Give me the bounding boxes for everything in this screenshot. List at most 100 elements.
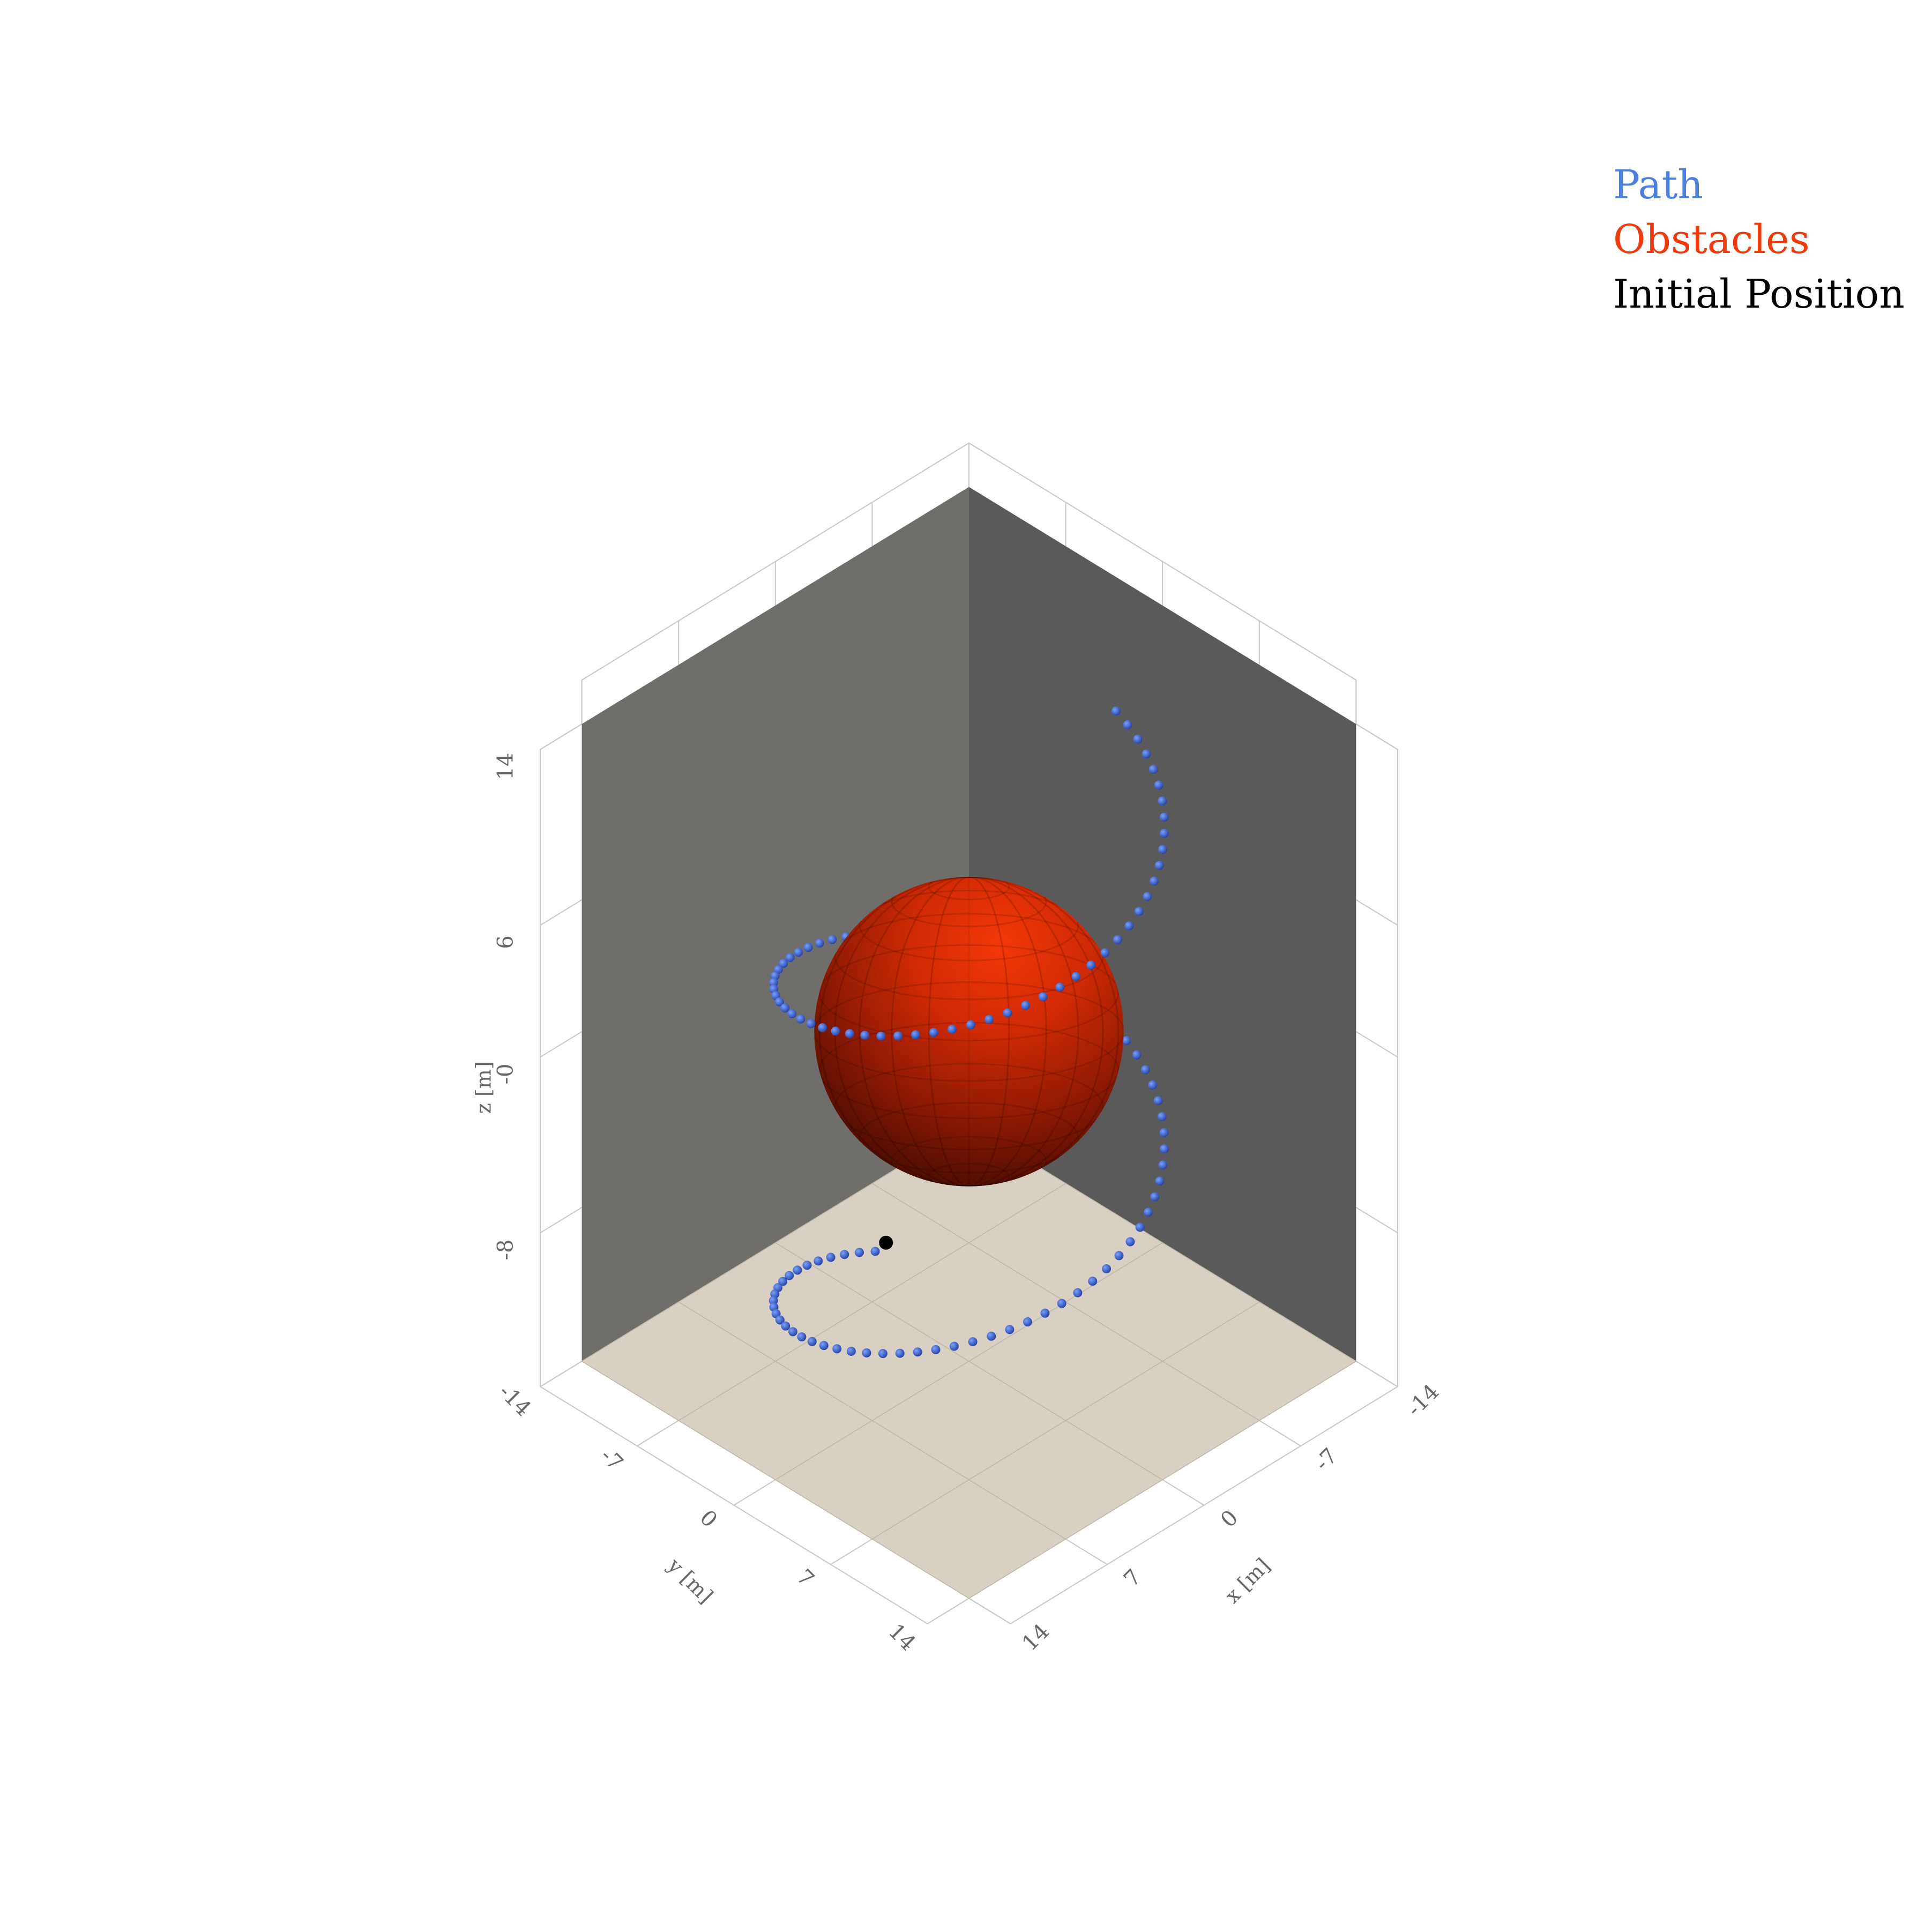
path-marker [1073,1288,1083,1297]
x-axis-title: x [m] [1220,1554,1274,1608]
z-tick-label: -0 [494,1064,518,1085]
y-tick-label: -7 [595,1444,628,1476]
frame-grid-line [733,1479,776,1506]
path-marker [785,953,795,963]
floor-grid-line [871,1301,1260,1540]
path-marker [1135,1222,1145,1232]
sphere-meridian [818,877,1120,1187]
path-marker [862,1348,871,1357]
y-axis-title: y [m] [663,1553,718,1608]
path-markers-front [769,829,1169,1359]
back-grid-lines [540,442,1398,1624]
z-tick-label: -8 [494,1240,518,1260]
frame-grid-line [1259,1420,1301,1446]
path-marker [1021,1001,1031,1010]
path-marker [826,1252,836,1262]
x-tick-label: 7 [1119,1565,1146,1592]
path-marker [807,1337,817,1346]
path-marker [1040,1308,1050,1318]
path-marker [775,1315,785,1325]
path-marker [1155,1176,1165,1186]
path-marker [1088,1277,1098,1286]
path-marker [911,1030,920,1040]
path-marker [1158,1160,1168,1170]
path-marker [1057,1299,1066,1308]
path-marker [1159,1128,1169,1138]
path-marker [814,1256,823,1266]
path-marker [1134,907,1144,916]
path-marker [815,938,824,948]
path-marker [1023,1317,1032,1327]
sphere-meridian [891,877,1047,1187]
path-marker [1005,1325,1015,1334]
path-marker [788,1327,797,1337]
obstacle-sphere-facets [814,877,1124,1187]
path-marker [870,1247,880,1256]
path-marker [1100,948,1110,958]
sphere-latitude [891,877,1047,928]
path-markers-behind [769,706,1169,1306]
path-marker [774,997,784,1006]
path-marker [1150,1192,1160,1202]
y-tick-label: 0 [695,1505,722,1533]
sphere-latitude [928,1163,1010,1187]
path-marker [876,1031,886,1041]
sphere-meridian [859,877,1079,1187]
path-marker [845,1029,854,1039]
frame-grid-line [1355,723,1398,750]
legend-entry[interactable]: Initial Position [1613,271,1905,317]
path-marker [1123,720,1132,729]
y-tick-label: -14 [494,1379,536,1421]
sphere-latitude [928,877,1010,900]
path-marker [793,1265,802,1275]
path-marker [769,978,778,987]
path-marker [1150,876,1159,886]
frame-grid-line [540,1361,583,1388]
path-marker [1160,1144,1169,1154]
path-marker [1143,892,1152,901]
sphere-meridian [891,877,1047,1187]
path-marker [1133,734,1143,744]
frame-grid-line [540,1031,583,1058]
path-marker [968,1337,978,1347]
path-marker [1086,960,1096,970]
y-tick-label: 14 [884,1619,921,1656]
obstacle-sphere-body [814,877,1124,1187]
legend-entry[interactable]: Path [1613,162,1703,208]
z-axis-title: z [m] [472,1061,495,1114]
path-marker [1140,1065,1150,1075]
legend: Path Obstacles Initial Position [1613,162,1905,317]
path-marker [1148,1080,1158,1090]
path-marker [854,1248,864,1257]
path-marker [1055,982,1065,992]
legend-entry[interactable]: Obstacles [1613,217,1810,263]
frame-grid-line [1162,1479,1205,1506]
path-marker [1038,992,1048,1002]
floor-grid-line [775,1242,1163,1480]
path-marker [831,1026,840,1036]
z-tick-label: 14 [494,753,518,780]
x-tick-label: 0 [1216,1505,1243,1533]
sphere-meridian [859,877,1079,1187]
path-marker [819,1341,829,1351]
path-marker [1148,765,1158,774]
frame-grid-line [540,899,583,926]
path-marker [1112,706,1121,716]
path-marker [1157,1112,1167,1122]
frame-grid-line [1355,1031,1398,1058]
sphere-meridian [928,877,1010,1187]
frame-grid-line [540,1207,583,1234]
floor-grid-line [968,1361,1356,1599]
path-marker [1154,861,1164,870]
path-marker [949,1341,959,1351]
path-marker [895,1348,905,1358]
path-marker [1144,1207,1153,1217]
path-marker [1142,749,1151,759]
x-tick-label: -14 [1402,1379,1444,1421]
sphere-latitude [814,981,1124,1082]
path-marker [1154,780,1163,790]
frame-grid-line [1065,1538,1108,1565]
path-marker [778,1277,788,1286]
path-marker [797,1332,807,1342]
